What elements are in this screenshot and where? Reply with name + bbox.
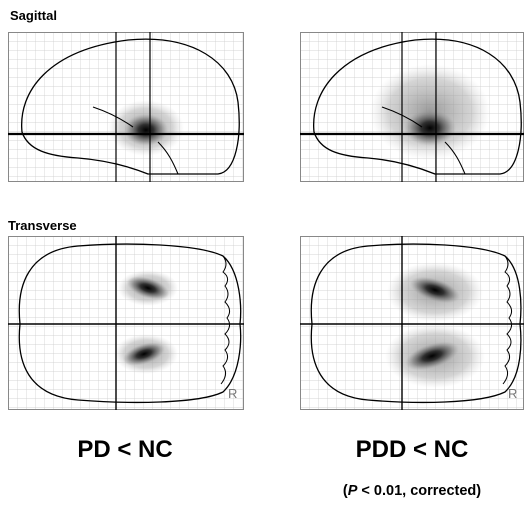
significance-note-p: P	[347, 483, 358, 499]
sagittal-pdd-panel	[300, 32, 524, 182]
transverse-pd-panel: R	[8, 236, 244, 410]
grid-background	[8, 236, 244, 410]
caption-pd-vs-nc: PD < NC	[77, 436, 173, 463]
activation-blob-upper	[410, 276, 460, 304]
activation-blob-lower	[122, 342, 166, 366]
transverse-pdd-panel: R	[300, 236, 524, 410]
caption-pdd-vs-nc: PDD < NC	[355, 436, 469, 463]
activation-blob	[124, 114, 168, 146]
transverse-row-label: Transverse	[8, 218, 77, 233]
brain-outline	[21, 38, 240, 175]
significance-note: (P < 0.01, corrected)	[300, 483, 524, 499]
significance-note-open: (	[342, 483, 348, 499]
orientation-marker: R	[508, 386, 517, 401]
activation-blob	[404, 110, 456, 146]
activation-blob-upper	[126, 276, 170, 300]
sagittal-row-label: Sagittal	[10, 8, 57, 23]
sagittal-pd-panel	[8, 32, 244, 182]
activation-blob-lower	[405, 341, 459, 371]
brain-outline	[313, 38, 522, 175]
significance-note-rest: < 0.01, corrected)	[357, 483, 482, 499]
orientation-marker: R	[228, 386, 237, 401]
